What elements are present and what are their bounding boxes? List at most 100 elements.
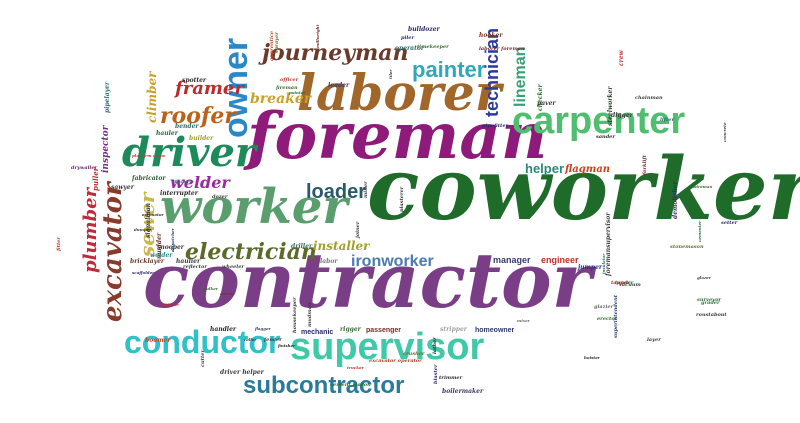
cloud-word: operator bbox=[395, 45, 424, 52]
cloud-word: hoister bbox=[584, 355, 600, 360]
cloud-word: officer bbox=[280, 77, 299, 83]
cloud-word: paver bbox=[537, 100, 556, 107]
cloud-word: hooker bbox=[479, 32, 503, 39]
cloud-word: layer bbox=[647, 337, 661, 343]
cloud-word: passenger bbox=[366, 327, 402, 334]
cloud-word: setter bbox=[721, 220, 738, 226]
cloud-word: coworker bbox=[367, 139, 800, 240]
cloud-word: bulldozer bbox=[408, 26, 440, 33]
cloud-word: drywaller bbox=[71, 165, 98, 171]
cloud-word: driver helper bbox=[220, 369, 264, 376]
cloud-word: stonemason bbox=[670, 244, 704, 250]
cloud-word: glazer bbox=[697, 275, 711, 280]
cloud-word: welder bbox=[170, 173, 230, 192]
cloud-word: platform crane bbox=[132, 153, 166, 158]
cloud-word: jumper bbox=[578, 264, 603, 271]
cloud-word: glazier bbox=[594, 304, 614, 310]
cloud-word: cementer bbox=[697, 220, 702, 242]
cloud-word: lineman bbox=[512, 46, 529, 107]
cloud-word: contractor bbox=[143, 236, 592, 325]
cloud-word: builder bbox=[189, 135, 214, 142]
cloud-word: painter bbox=[412, 57, 486, 82]
cloud-word: housekeeper bbox=[292, 297, 298, 333]
cloud-word: sander bbox=[596, 134, 616, 140]
cloud-word: driller bbox=[291, 243, 313, 250]
cloud-word: tiler bbox=[388, 69, 393, 79]
cloud-word: breaker bbox=[250, 91, 312, 107]
cloud-word: boilermaker bbox=[442, 388, 484, 395]
cloud-word: dispatcher bbox=[170, 228, 175, 252]
cloud-word: patcher bbox=[162, 302, 180, 307]
cloud-word: manager bbox=[493, 255, 531, 265]
cloud-word: foremansupervisor bbox=[605, 212, 612, 276]
cloud-word: flagman bbox=[565, 164, 611, 175]
cloud-word: miller bbox=[363, 181, 369, 198]
cloud-word: grader bbox=[701, 300, 720, 306]
cloud-word: concrete bbox=[722, 122, 727, 143]
cloud-word: ironworker bbox=[351, 253, 434, 270]
cloud-word: conductor bbox=[124, 324, 281, 360]
cloud-word: dumper bbox=[134, 227, 152, 232]
cloud-word: boomer bbox=[145, 337, 171, 344]
cloud-word: supervisor bbox=[290, 326, 485, 368]
cloud-word: fabricator bbox=[132, 175, 166, 182]
cloud-word: roustabout bbox=[696, 312, 727, 318]
cloud-word: roller bbox=[244, 337, 257, 342]
cloud-word: steelworker bbox=[607, 86, 614, 126]
cloud-word: stripper bbox=[440, 326, 467, 333]
cloud-word: fencer bbox=[264, 337, 282, 343]
cloud-word: cutter bbox=[200, 349, 206, 367]
cloud-word: fireman bbox=[276, 85, 298, 91]
cloud-word: pointer bbox=[289, 90, 306, 95]
cloud-word: puller bbox=[91, 167, 100, 191]
cloud-word: tender bbox=[615, 280, 634, 286]
cloud-word: plasterer bbox=[399, 186, 405, 212]
cloud-word: trucker bbox=[347, 365, 364, 370]
cloud-word: snooper bbox=[157, 244, 184, 251]
cloud-word: rigger bbox=[340, 326, 361, 333]
cloud-word: laborer bbox=[297, 63, 502, 122]
cloud-word: piler bbox=[401, 35, 415, 41]
cloud-word: excavator operator bbox=[369, 358, 422, 364]
cloud-word: mudman bbox=[307, 302, 313, 327]
cloud-word: tapper bbox=[611, 280, 630, 286]
cloud-word: scaffolder bbox=[132, 270, 155, 275]
cloud-word: technician bbox=[482, 27, 502, 117]
cloud-word: handler bbox=[210, 326, 237, 333]
cloud-word: bricklayer bbox=[130, 258, 165, 265]
cloud-word: cement mason bbox=[330, 382, 371, 388]
cloud-word: carrier bbox=[220, 291, 236, 296]
cloud-word: digger bbox=[611, 112, 633, 119]
cloud-word: crew bbox=[618, 50, 625, 66]
cloud-word: subcontractor bbox=[243, 372, 405, 399]
cloud-word: journeyman bbox=[262, 40, 409, 66]
cloud-word: wheeler bbox=[222, 264, 245, 270]
cloud-word: inspector bbox=[101, 125, 111, 173]
cloud-word: joiner bbox=[355, 221, 361, 239]
cloud-word: installer bbox=[313, 239, 370, 253]
cloud-word: checker bbox=[537, 84, 544, 111]
cloud-word: mudder bbox=[156, 232, 163, 259]
cloud-word: crusher bbox=[403, 351, 425, 357]
cloud-word: lather bbox=[432, 337, 438, 354]
cloud-word: mechanic bbox=[301, 329, 334, 336]
cloud-word: sprayer bbox=[274, 32, 280, 53]
cloud-word: signalman bbox=[145, 203, 152, 238]
cloud-word: roofer bbox=[160, 103, 236, 129]
cloud-word: loader bbox=[306, 181, 367, 203]
cloud-word: hauler bbox=[156, 130, 178, 137]
cloud-word: pipefitter bbox=[482, 123, 509, 129]
cloud-word: framer bbox=[175, 78, 244, 99]
cloud-word: chainman bbox=[635, 95, 663, 101]
cloud-word: leader bbox=[328, 82, 350, 89]
cloud-word: helper bbox=[525, 161, 565, 176]
cloud-word: homeowner bbox=[475, 327, 515, 334]
cloud-word: foreman bbox=[247, 99, 548, 174]
cloud-word: millwright bbox=[315, 24, 320, 48]
cloud-word: labor bbox=[320, 258, 338, 265]
cloud-word: finisher bbox=[278, 343, 296, 348]
cloud-word: fitter bbox=[56, 236, 62, 251]
cloud-word: vacuum bbox=[619, 282, 641, 288]
cloud-word: trimmer bbox=[439, 375, 463, 381]
cloud-word: wireman bbox=[693, 184, 713, 189]
